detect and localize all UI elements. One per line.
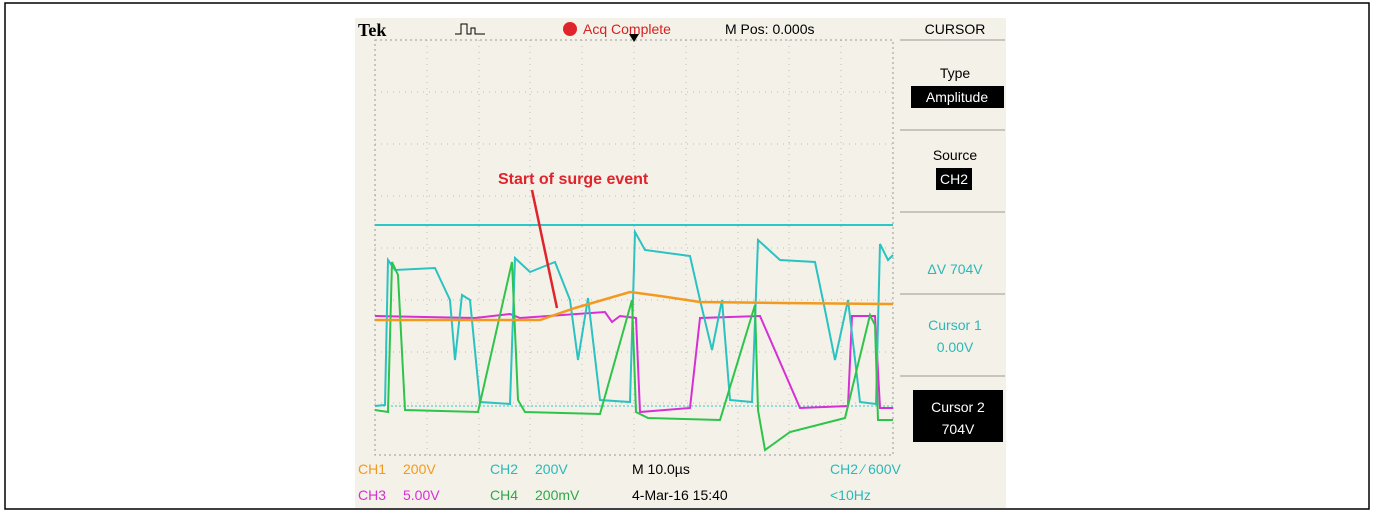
footer-text: CH3 xyxy=(358,487,386,503)
scope-screen xyxy=(355,18,1006,508)
footer-text: 200V xyxy=(535,461,568,477)
ch4-trace xyxy=(374,261,893,452)
menu-value: ΔV 704V xyxy=(927,261,983,277)
footer-text: CH4 xyxy=(490,487,518,503)
footer-text: CH2 ∕ 600V xyxy=(830,461,901,477)
footer-text: <10Hz xyxy=(830,487,871,503)
menu-label: Cursor 2 xyxy=(931,399,985,415)
menu-highlight xyxy=(936,168,972,190)
annotation-arrow xyxy=(530,189,559,309)
ch3-trace xyxy=(374,310,893,414)
footer-text: 4-Mar-16 15:40 xyxy=(632,487,728,503)
footer-text: 200mV xyxy=(535,487,580,503)
menu-label: Cursor 1 xyxy=(928,317,982,333)
menu-value: 0.00V xyxy=(937,339,974,355)
menu-title: CURSOR xyxy=(925,21,986,37)
brand: Tek xyxy=(358,20,386,40)
footer-text: CH2 xyxy=(490,461,518,477)
menu-value: 704V xyxy=(942,421,975,437)
annotation: Start of surge event xyxy=(498,171,649,188)
footer-text: 200V xyxy=(403,461,436,477)
menu-highlight xyxy=(911,86,1004,108)
menu-label: Source xyxy=(933,147,978,163)
ch1-trace xyxy=(375,290,894,322)
footer: CH1 200V CH2 200V M 10.0µs CH2 ∕ 600V CH… xyxy=(358,461,901,503)
graticule xyxy=(374,39,894,456)
menu-highlight xyxy=(913,390,1003,442)
menu-value: Amplitude xyxy=(926,89,988,105)
footer-text: M 10.0µs xyxy=(632,461,690,477)
menu-value: CH2 xyxy=(940,171,968,187)
trigger-marker xyxy=(629,34,639,42)
trigger-icon xyxy=(455,23,485,35)
menu-label: Type xyxy=(940,65,971,81)
position: M Pos: 0.000s xyxy=(725,21,815,37)
status-dot xyxy=(563,22,577,36)
status: Acq Complete xyxy=(583,21,671,37)
footer-text: 5.00V xyxy=(403,487,440,503)
footer-text: CH1 xyxy=(358,461,386,477)
